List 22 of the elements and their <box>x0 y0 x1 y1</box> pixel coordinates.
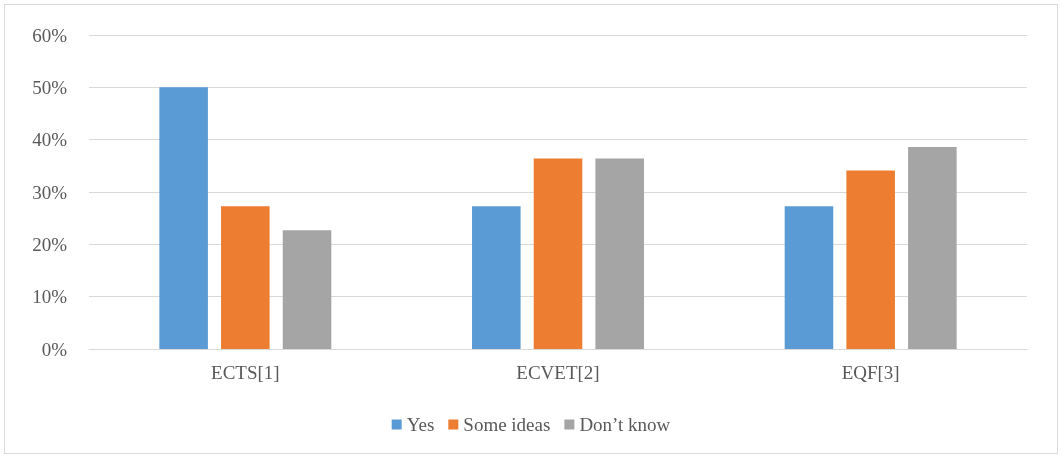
bar <box>282 230 332 349</box>
legend-label: Some ideas <box>463 414 551 435</box>
x-tick-label: ECVET[2] <box>516 362 600 383</box>
y-tick-label: 50% <box>32 76 68 98</box>
y-tick-label: 40% <box>32 129 68 151</box>
y-tick-label: 20% <box>32 233 68 255</box>
bar <box>784 206 834 349</box>
y-tick-label: 10% <box>32 286 68 308</box>
bar <box>533 158 583 349</box>
x-tick-label: EQF[3] <box>841 362 900 383</box>
bar <box>595 158 644 349</box>
bar <box>846 170 895 349</box>
y-tick-label: 0% <box>41 338 68 360</box>
bar <box>472 206 521 349</box>
bar <box>908 146 957 349</box>
bar <box>159 87 208 349</box>
y-tick-label: 30% <box>32 181 68 203</box>
bar <box>221 206 270 349</box>
legend-label: Don’t know <box>579 414 671 435</box>
y-tick-label: 60% <box>32 24 68 46</box>
x-tick-label: ECTS[1] <box>211 362 280 383</box>
legend-label: Yes <box>406 414 435 435</box>
